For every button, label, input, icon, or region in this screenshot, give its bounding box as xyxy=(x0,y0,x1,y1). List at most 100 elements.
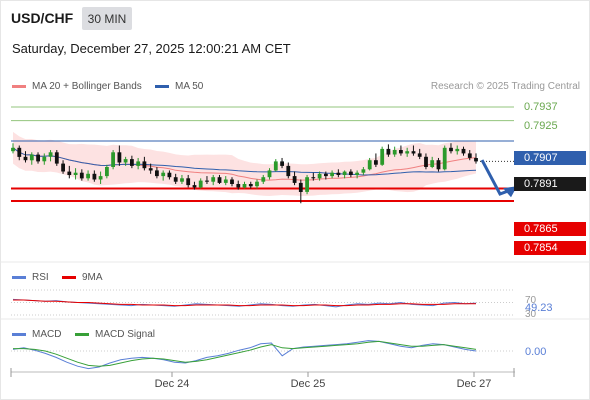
candle-body xyxy=(111,152,115,167)
legend-rsi: RSI xyxy=(12,272,49,283)
timeframe-button[interactable]: 30 MIN xyxy=(82,7,132,30)
candle-body xyxy=(79,172,84,179)
candle-body xyxy=(217,177,222,183)
candle-body xyxy=(167,172,172,178)
candle-body xyxy=(361,169,366,173)
level-tag-s2: 0.7854 xyxy=(514,241,586,255)
candle-body xyxy=(305,177,309,192)
candle-body xyxy=(180,178,184,182)
candle-body xyxy=(311,177,316,179)
candle-body xyxy=(342,171,347,175)
x-tick-label: Dec 24 xyxy=(155,378,190,390)
macd-signal-swatch xyxy=(75,333,89,336)
candle-body xyxy=(355,172,359,175)
candle-body xyxy=(455,148,460,152)
candle-body xyxy=(424,156,428,167)
rsi-ma-line xyxy=(13,299,476,307)
rsi-level-30-label: 30 xyxy=(525,309,537,320)
macd-value-label: 0.00 xyxy=(525,346,546,358)
candle-body xyxy=(430,160,435,167)
candle-body xyxy=(467,153,472,158)
candle-body xyxy=(449,147,453,152)
legend-rsi-ma-label: 9MA xyxy=(82,272,103,283)
candle-body xyxy=(29,154,34,161)
candle-body xyxy=(248,184,253,187)
datetime-label: Saturday, December 27, 2025 12:00:21 AM … xyxy=(12,41,291,56)
candle-body xyxy=(36,154,40,162)
level-tag-r2: 0.7925 xyxy=(524,120,558,132)
legend-ma20-label: MA 20 + Bollinger Bands xyxy=(32,81,142,92)
candle-body xyxy=(54,152,59,164)
level-tag-s1: 0.7865 xyxy=(514,222,586,236)
legend-rsi-label: RSI xyxy=(32,272,49,283)
candle-body xyxy=(374,160,378,165)
legend-ma20: MA 20 + Bollinger Bands xyxy=(12,81,142,92)
ma50-line xyxy=(12,147,477,176)
candle-body xyxy=(211,177,216,182)
candle-body xyxy=(23,156,28,161)
candle-body xyxy=(349,171,353,175)
level-tag-r1: 0.7907 xyxy=(514,151,586,165)
candle-body xyxy=(86,173,90,179)
legend-ma50: MA 50 xyxy=(155,81,203,92)
candle-body xyxy=(73,172,78,175)
rsi-level-70-label: 70 xyxy=(525,295,537,306)
candle-body xyxy=(436,160,441,170)
bollinger-band-area xyxy=(13,131,476,196)
candle-body xyxy=(130,159,134,166)
candle-body xyxy=(105,167,109,177)
candle-body xyxy=(117,152,122,163)
candle-body xyxy=(292,176,297,183)
candle-body xyxy=(261,177,266,182)
candle-body xyxy=(298,182,303,192)
candle-body xyxy=(367,160,372,170)
candle-body xyxy=(461,148,466,154)
candle-body xyxy=(255,181,259,187)
credit-text: Research © 2025 Trading Central xyxy=(430,81,580,92)
candle-body xyxy=(136,161,141,166)
legend-macd-signal: MACD Signal xyxy=(75,329,155,340)
candle-body xyxy=(11,147,15,152)
candle-body xyxy=(205,180,209,182)
rsi-swatch xyxy=(12,276,26,279)
candle-body xyxy=(236,184,241,188)
macd-line xyxy=(12,340,477,370)
legend-macd-signal-label: MACD Signal xyxy=(95,329,156,340)
candle-body xyxy=(386,148,391,155)
candle-body xyxy=(161,172,166,177)
ma50-swatch xyxy=(155,85,169,88)
candle-body xyxy=(155,170,159,177)
rsi-value-label: 49.23 xyxy=(525,302,553,314)
candle-body xyxy=(123,159,128,163)
candle-body xyxy=(474,158,478,162)
candle-body xyxy=(48,152,53,157)
candle-body xyxy=(242,184,247,188)
candle-body xyxy=(148,168,153,171)
candle-body xyxy=(330,172,334,177)
legend-ma50-label: MA 50 xyxy=(175,81,204,92)
candle-body xyxy=(230,179,234,184)
candle-body xyxy=(61,163,65,172)
candle-body xyxy=(417,153,422,157)
projection-arrow-head xyxy=(503,186,517,198)
candle-body xyxy=(273,161,278,171)
candle-body xyxy=(142,161,147,169)
candle-body xyxy=(173,177,178,182)
candle-body xyxy=(399,150,403,154)
candle-body xyxy=(186,178,191,186)
x-tick-label: Dec 25 xyxy=(291,378,326,390)
candle-body xyxy=(42,156,47,162)
candle-body xyxy=(442,147,447,170)
candle-body xyxy=(317,173,322,179)
x-tick-label: Dec 27 xyxy=(457,378,492,390)
rsi-ma-swatch xyxy=(62,276,76,279)
candle-body xyxy=(223,179,228,183)
candle-body xyxy=(17,147,22,157)
candle-body xyxy=(92,173,97,180)
legend-rsi-ma: 9MA xyxy=(62,272,103,283)
last-price-tag: 0.7891 xyxy=(514,177,586,191)
symbol-title: USD/CHF xyxy=(11,10,74,26)
candle-body xyxy=(336,172,341,175)
candle-body xyxy=(324,173,328,177)
